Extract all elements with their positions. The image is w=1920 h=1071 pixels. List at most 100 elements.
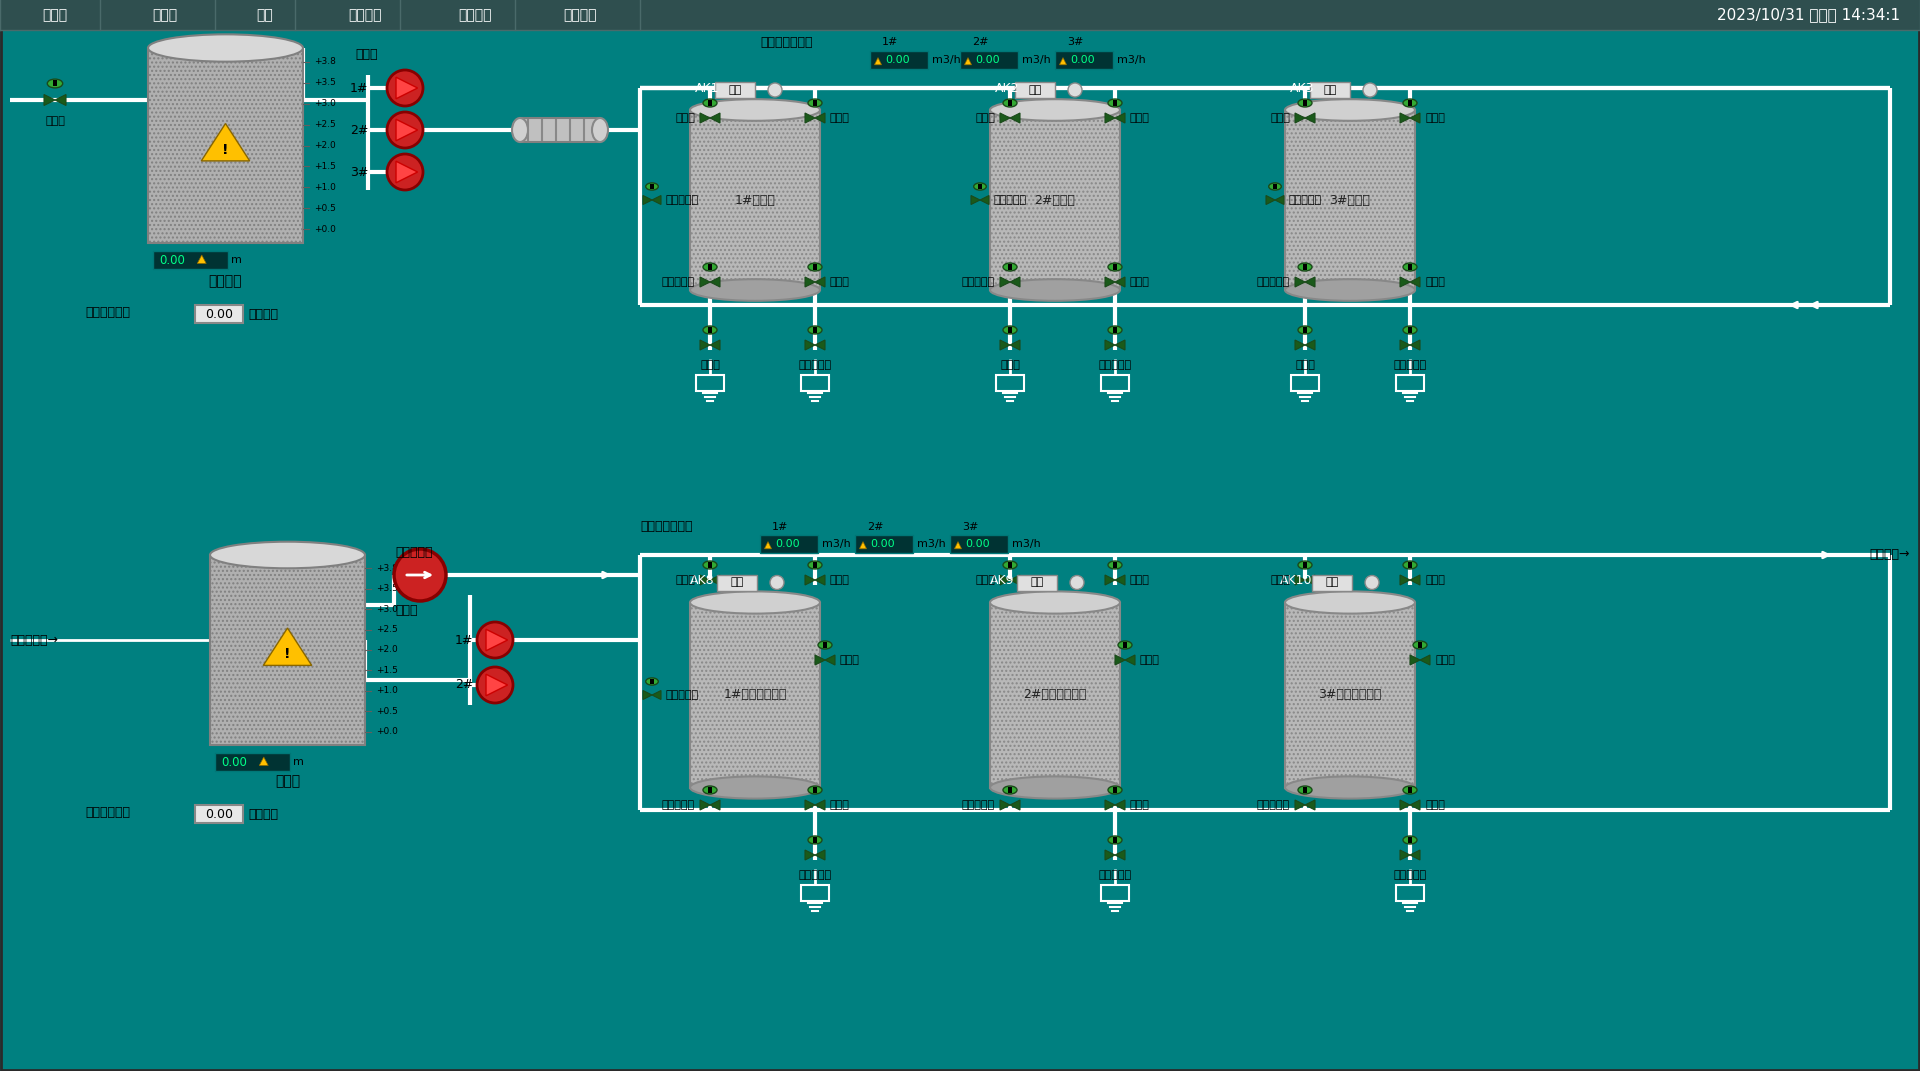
Text: 出水阀: 出水阀 [1131,800,1150,810]
Ellipse shape [1108,326,1121,334]
Polygon shape [56,94,65,106]
FancyBboxPatch shape [52,80,58,87]
Text: +3.0: +3.0 [315,100,336,108]
FancyBboxPatch shape [1114,327,1117,332]
Text: 当此液位低于: 当此液位低于 [84,306,131,319]
Text: +0.0: +0.0 [315,225,336,233]
Text: 3#活性炭过滤器: 3#活性炭过滤器 [1319,689,1382,702]
Polygon shape [1400,277,1409,287]
Text: 1#多介质: 1#多介质 [735,194,776,207]
Polygon shape [710,114,720,123]
Text: 反洗排: 反洗排 [1140,655,1160,665]
Text: 0.00: 0.00 [885,55,910,65]
Text: 3#: 3# [349,166,369,179]
FancyBboxPatch shape [1284,603,1415,787]
Ellipse shape [1298,263,1311,271]
Polygon shape [1275,196,1284,205]
Text: 远控: 远控 [1323,85,1336,95]
Ellipse shape [808,836,822,844]
Text: 排气阀: 排气阀 [1425,114,1446,123]
Polygon shape [1421,655,1430,665]
Ellipse shape [703,326,716,334]
Text: 出水阀: 出水阀 [1131,277,1150,287]
Text: 历史记录: 历史记录 [459,7,492,22]
Text: 进气阀: 进气阀 [1000,360,1020,369]
Polygon shape [1106,114,1116,123]
Text: 排气阀: 排气阀 [1131,114,1150,123]
Text: 3#: 3# [962,522,977,532]
Ellipse shape [1404,326,1417,334]
Polygon shape [804,800,814,810]
Text: AK3: AK3 [1290,81,1315,94]
Text: 出水阀: 出水阀 [1425,800,1446,810]
Circle shape [394,549,445,601]
FancyBboxPatch shape [812,838,818,843]
Text: 反渗透: 反渗透 [152,7,177,22]
Polygon shape [1116,277,1125,287]
FancyBboxPatch shape [812,562,818,568]
Ellipse shape [1298,786,1311,794]
Polygon shape [1010,277,1020,287]
Text: 1#: 1# [881,37,899,47]
Ellipse shape [1002,99,1018,107]
FancyBboxPatch shape [812,787,818,793]
FancyBboxPatch shape [695,375,724,391]
Polygon shape [44,94,56,106]
Text: 历史曲线: 历史曲线 [348,7,382,22]
Polygon shape [1116,575,1125,585]
Ellipse shape [148,34,303,62]
Polygon shape [643,196,653,205]
FancyBboxPatch shape [1008,327,1012,332]
Polygon shape [701,277,710,287]
Circle shape [1365,575,1379,589]
FancyBboxPatch shape [708,100,712,106]
Polygon shape [1116,655,1125,665]
Text: 补水阀: 补水阀 [44,117,65,126]
Text: 反洗排: 反洗排 [841,655,860,665]
Polygon shape [1409,575,1421,585]
Text: 反洗进水阀: 反洗进水阀 [662,277,695,287]
FancyBboxPatch shape [651,184,655,188]
Text: 多介质产水流量: 多介质产水流量 [760,35,812,48]
Ellipse shape [1404,561,1417,569]
Polygon shape [263,628,311,665]
Polygon shape [804,850,814,860]
Polygon shape [486,675,507,696]
Ellipse shape [1002,263,1018,271]
Circle shape [1068,82,1083,97]
FancyBboxPatch shape [708,562,712,568]
Text: 进水阀: 进水阀 [975,114,995,123]
FancyBboxPatch shape [977,184,981,188]
Polygon shape [1294,114,1306,123]
Polygon shape [1306,340,1315,350]
FancyBboxPatch shape [1284,110,1415,290]
FancyBboxPatch shape [154,251,228,269]
Ellipse shape [991,591,1119,614]
Polygon shape [1306,114,1315,123]
Text: +3.8: +3.8 [376,563,397,573]
Polygon shape [1306,277,1315,287]
FancyBboxPatch shape [0,0,1920,30]
Text: 活性炭产水流量: 活性炭产水流量 [639,521,693,533]
Polygon shape [1294,277,1306,287]
Polygon shape [1400,850,1409,860]
Text: 反洗进水阀: 反洗进水阀 [662,800,695,810]
FancyBboxPatch shape [854,536,914,553]
Polygon shape [1409,277,1421,287]
FancyBboxPatch shape [1114,562,1117,568]
Text: AK10: AK10 [1281,574,1313,587]
Polygon shape [1000,277,1010,287]
Text: 1#活性炭过滤器: 1#活性炭过滤器 [724,689,787,702]
Ellipse shape [689,591,820,614]
Ellipse shape [703,786,716,794]
Text: 远控: 远控 [1029,85,1043,95]
Polygon shape [486,629,507,651]
FancyBboxPatch shape [1407,838,1413,843]
Circle shape [476,667,513,703]
Polygon shape [1409,114,1421,123]
FancyBboxPatch shape [996,375,1023,391]
FancyBboxPatch shape [812,263,818,270]
Text: 进水阀: 进水阀 [975,575,995,585]
FancyBboxPatch shape [1407,263,1413,270]
Polygon shape [964,58,972,65]
